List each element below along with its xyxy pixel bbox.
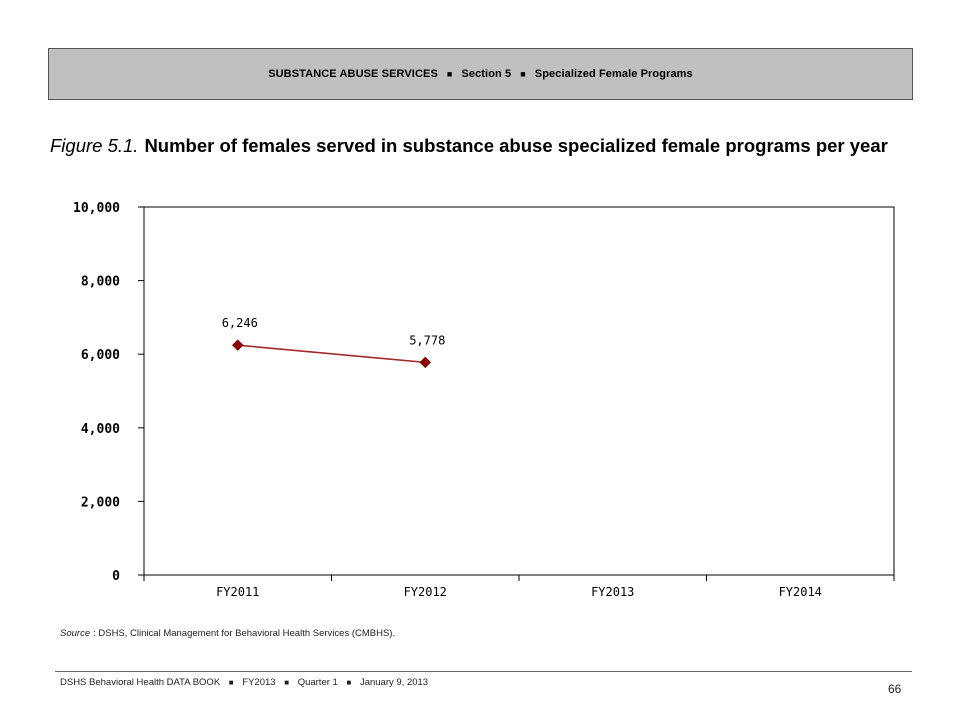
footer: DSHS Behavioral Health DATA BOOK ■ FY201… <box>60 677 428 688</box>
data-point <box>419 356 431 369</box>
y-tick-label: 8,000 <box>81 275 120 290</box>
y-tick-label: 0 <box>112 569 120 584</box>
y-tick-label: 10,000 <box>73 201 120 216</box>
header-band: SUBSTANCE ABUSE SERVICES ■ Section 5 ■ S… <box>48 48 913 100</box>
figure-title: Figure 5.1. Number of females served in s… <box>50 134 910 158</box>
data-label: 6,246 <box>222 316 258 330</box>
y-tick-label: 6,000 <box>81 348 120 363</box>
source-label: Source <box>60 628 91 639</box>
footer-separator: ■ <box>346 678 352 687</box>
x-tick-label: FY2013 <box>591 585 634 599</box>
footer-separator: ■ <box>228 678 234 687</box>
footer-fiscal-year: FY2013 <box>242 677 276 688</box>
header-section-title: SUBSTANCE ABUSE SERVICES <box>268 68 438 80</box>
footer-book-title: DSHS Behavioral Health DATA BOOK <box>60 677 221 688</box>
plot-area <box>143 206 895 576</box>
y-tick-label: 2,000 <box>81 495 120 510</box>
x-tick-label: FY2012 <box>404 585 447 599</box>
source-note: Source: DSHS, Clinical Management for Be… <box>60 628 395 639</box>
y-tick-label: 4,000 <box>81 422 120 437</box>
footer-quarter: Quarter 1 <box>297 677 338 688</box>
data-label: 5,778 <box>409 333 445 347</box>
figure-title-text: Number of females served in substance ab… <box>144 135 888 156</box>
figure-label: Figure 5.1. <box>50 135 139 156</box>
x-tick-label: FY2011 <box>216 585 259 599</box>
source-text: : DSHS, Clinical Management for Behavior… <box>93 628 396 639</box>
header-section-number: Section 5 <box>461 68 512 80</box>
series-line <box>237 344 426 364</box>
x-tick-label: FY2014 <box>779 585 822 599</box>
header-section-topic: Specialized Female Programs <box>534 68 693 80</box>
header-separator: ■ <box>446 69 453 79</box>
footer-date: January 9, 2013 <box>359 677 429 688</box>
data-point <box>232 339 244 351</box>
header-separator: ■ <box>520 69 526 79</box>
footer-separator: ■ <box>284 678 290 687</box>
footer-divider <box>55 671 912 672</box>
page-number: 66 <box>888 682 902 696</box>
